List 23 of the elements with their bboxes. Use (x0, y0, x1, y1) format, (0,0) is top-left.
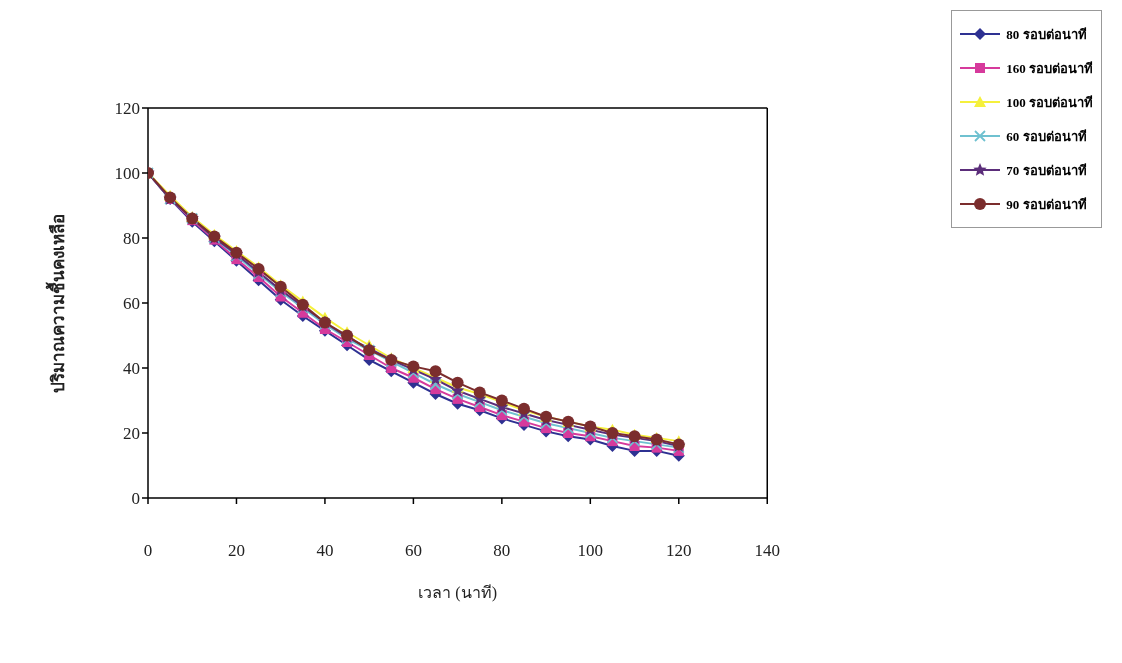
legend-label: 100 รอบต่อนาที (1006, 93, 1093, 112)
x-axis-title: เวลา (นาที) (418, 584, 497, 602)
y-tick-label: 20 (123, 424, 140, 444)
x-tick-label: 20 (227, 541, 245, 561)
y-tick-label: 0 (131, 489, 140, 509)
x-tick-label: 0 (143, 541, 153, 561)
legend-label: 160 รอบต่อนาที (1006, 59, 1093, 78)
legend-label: 70 รอบต่อนาที (1006, 161, 1087, 180)
y-tick-label: 100 (114, 164, 140, 184)
x-tick-label: 60 (404, 541, 422, 561)
y-tick-label: 120 (114, 99, 140, 119)
legend-label: 90 รอบต่อนาที (1006, 195, 1087, 214)
x-tick-label: 40 (316, 541, 334, 561)
y-tick-label: 60 (123, 294, 140, 314)
y-axis-title: ปริมาณความชื้นคงเหลือ (45, 213, 69, 393)
x-tick-label: 100 (577, 541, 604, 561)
x-tick-label: 140 (754, 541, 780, 561)
y-tick-label: 40 (123, 359, 140, 379)
legend-label: 60 รอบต่อนาที (1006, 127, 1087, 146)
x-tick-label: 80 (493, 541, 511, 561)
y-tick-label: 80 (123, 229, 140, 249)
x-tick-label: 120 (666, 541, 692, 561)
legend-label: 80 รอบต่อนาที (1006, 25, 1087, 44)
